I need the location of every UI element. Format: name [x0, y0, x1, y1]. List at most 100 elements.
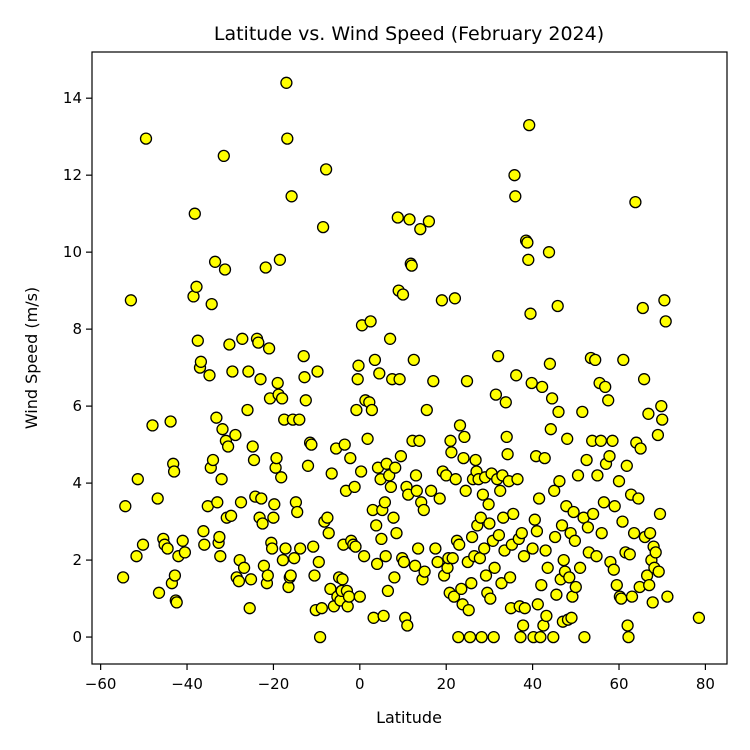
- data-point: [256, 517, 269, 530]
- x-axis: −60 −40 −20 0 20 40 60 80: [85, 664, 715, 693]
- x-tick-label: −40: [171, 675, 203, 693]
- data-point: [223, 338, 236, 351]
- data-point: [449, 473, 462, 486]
- data-point: [608, 500, 621, 513]
- data-point: [446, 552, 459, 565]
- data-point: [637, 373, 651, 386]
- data-point: [510, 369, 523, 382]
- y-tick-label: 0: [72, 628, 82, 646]
- data-point: [503, 571, 517, 584]
- data-point: [528, 513, 541, 526]
- y-tick-label: 6: [72, 397, 82, 415]
- data-point: [444, 434, 457, 447]
- data-point: [629, 195, 642, 209]
- data-point: [518, 602, 531, 615]
- data-point: [281, 132, 294, 145]
- data-point: [152, 586, 166, 599]
- data-point: [383, 332, 397, 345]
- data-point: [397, 555, 411, 569]
- data-point: [268, 498, 281, 511]
- x-tick-label: −60: [85, 675, 117, 693]
- data-point: [589, 353, 602, 367]
- data-point: [651, 428, 665, 442]
- data-point: [394, 450, 408, 463]
- data-point: [417, 503, 430, 517]
- chart-title: Latitude vs. Wind Speed (February 2024): [214, 23, 604, 45]
- data-point: [351, 373, 364, 386]
- x-tick-label: 20: [437, 675, 456, 693]
- data-point: [599, 380, 612, 394]
- data-point: [576, 405, 589, 419]
- y-axis-label: Wind Speed (m/s): [22, 287, 41, 429]
- data-point: [594, 434, 608, 447]
- data-point: [495, 577, 508, 590]
- data-point: [516, 619, 530, 632]
- data-point: [489, 388, 503, 401]
- data-point: [130, 550, 143, 563]
- data-point: [540, 609, 553, 623]
- data-point: [620, 459, 633, 472]
- data-point: [615, 592, 628, 605]
- data-point: [460, 374, 474, 388]
- data-point: [273, 253, 287, 266]
- data-point: [338, 438, 351, 451]
- data-point: [535, 578, 548, 592]
- data-point: [494, 484, 507, 497]
- data-point: [407, 353, 420, 367]
- data-point: [316, 220, 330, 234]
- y-tick-label: 10: [63, 243, 82, 261]
- data-point: [291, 505, 304, 519]
- data-point: [164, 415, 177, 428]
- data-point: [542, 246, 556, 259]
- data-point: [275, 392, 289, 405]
- data-point: [541, 561, 554, 574]
- data-point: [387, 511, 400, 524]
- data-point: [370, 557, 384, 571]
- data-point: [275, 471, 288, 484]
- data-point: [390, 526, 403, 540]
- data-point: [418, 565, 431, 578]
- data-point: [563, 571, 576, 584]
- data-point: [616, 515, 629, 528]
- data-point: [478, 542, 491, 555]
- data-point: [349, 540, 362, 553]
- data-point: [545, 392, 559, 405]
- data-point: [535, 380, 549, 394]
- data-point: [435, 294, 449, 307]
- data-point: [500, 430, 513, 444]
- data-point: [388, 571, 401, 584]
- data-point: [531, 598, 544, 611]
- data-point: [365, 403, 379, 417]
- data-point: [607, 563, 620, 576]
- data-point: [491, 349, 505, 363]
- data-point: [551, 299, 564, 313]
- data-point: [487, 630, 500, 644]
- data-point: [469, 453, 482, 467]
- data-point: [448, 292, 462, 305]
- points-layer: [116, 76, 706, 644]
- data-point: [234, 496, 248, 509]
- data-point: [198, 538, 211, 551]
- data-point: [603, 450, 616, 463]
- data-point: [270, 451, 283, 465]
- data-point: [247, 453, 261, 467]
- data-point: [507, 507, 520, 521]
- data-point: [391, 211, 404, 224]
- data-point: [642, 407, 655, 420]
- data-point: [168, 569, 182, 582]
- data-point: [259, 261, 272, 274]
- data-point: [573, 561, 587, 574]
- data-point: [514, 630, 527, 644]
- data-point: [453, 419, 467, 432]
- y-tick-label: 4: [72, 474, 82, 492]
- data-point: [237, 561, 251, 574]
- data-point: [565, 611, 578, 624]
- data-point: [151, 492, 164, 505]
- data-point: [422, 215, 436, 228]
- data-point: [216, 423, 229, 436]
- data-point: [403, 213, 416, 226]
- data-point: [610, 578, 623, 592]
- data-point: [484, 592, 497, 605]
- data-point: [526, 542, 539, 555]
- data-point: [649, 546, 662, 559]
